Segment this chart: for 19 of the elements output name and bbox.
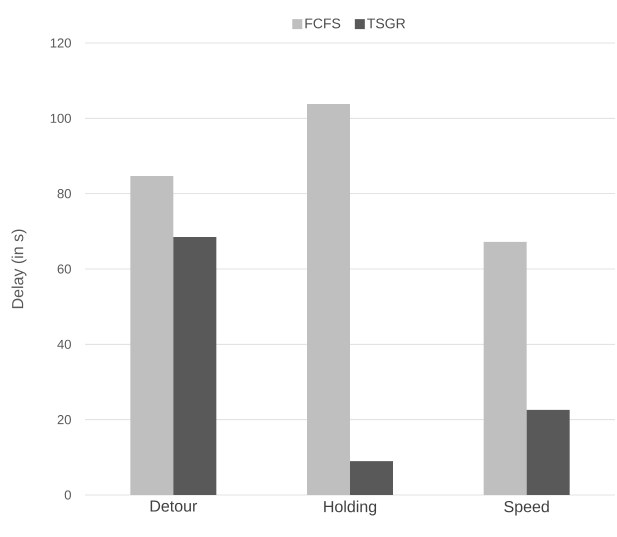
y-tick-label: 0 [64, 490, 71, 500]
x-tick-label: Speed [504, 500, 549, 516]
bar [484, 242, 527, 495]
y-tick-label: 60 [58, 264, 71, 274]
y-tick-label: 20 [58, 415, 71, 424]
y-tick-label: 120 [50, 38, 71, 48]
legend-label: TSGR [367, 18, 406, 28]
bar [173, 236, 216, 495]
y-axis-title: Delay (in s) [12, 230, 26, 308]
bar [526, 410, 570, 495]
bar [350, 461, 394, 495]
legend-label: FCFS [305, 18, 340, 28]
x-tick-label: Detour [150, 500, 198, 512]
x-tick-label: Holding [324, 500, 376, 516]
y-tick-label: 40 [57, 340, 71, 349]
bar [307, 104, 350, 495]
y-tick-label: 80 [58, 189, 71, 198]
bar [130, 176, 174, 495]
y-tick-label: 100 [50, 114, 71, 123]
